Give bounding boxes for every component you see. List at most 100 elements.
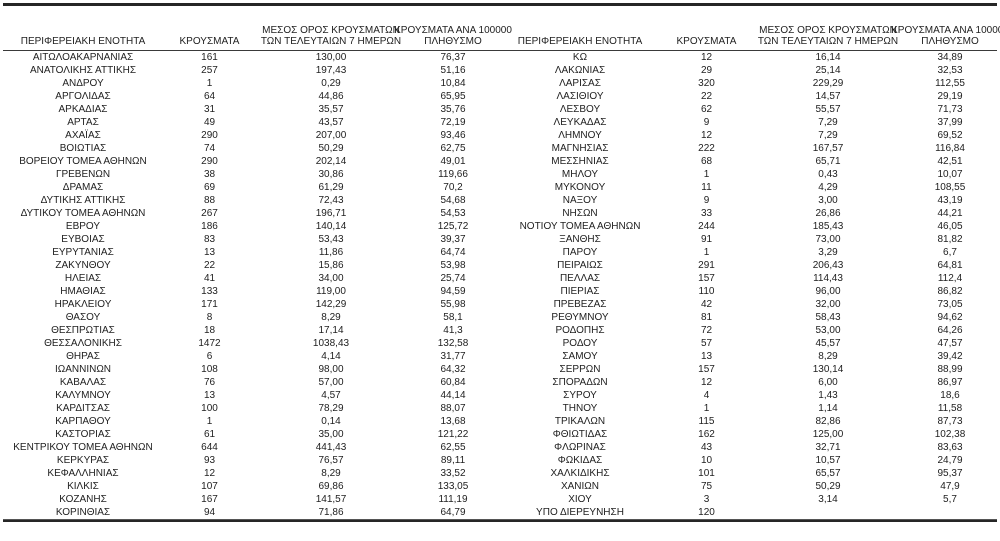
per100k-cell: 76,37: [440, 51, 466, 63]
table-row: ΒΟΡΕΙΟΥ ΤΟΜΕΑ ΑΘΗΝΩΝ 290 202,14 49,01: [3, 155, 500, 168]
avg7-cell: 4,57: [321, 389, 341, 401]
regional-units-covid-table: ΠΕΡΙΦΕΡΕΙΑΚΗ ΕΝΟΤΗΤΑ ΚΡΟΥΣΜΑΤΑ ΜΕΣΟΣ ΟΡΟ…: [3, 3, 1000, 522]
cases-cell: 22: [700, 90, 713, 102]
cases-cell: 33: [700, 207, 713, 219]
avg7-cell: 17,14: [318, 324, 344, 336]
per100k-cell: 112,4: [937, 272, 963, 284]
avg7-cell: 73,00: [815, 233, 841, 245]
per100k-cell: 132,58: [437, 337, 469, 349]
cases-cell: 1: [703, 168, 710, 180]
cases-cell: 157: [698, 272, 715, 284]
table-row: ΑΡΤΑΣ 49 43,57 72,19: [3, 116, 500, 129]
cases-cell: 1: [206, 415, 213, 427]
avg7-cell: 4,14: [321, 350, 341, 362]
region-cell: ΘΑΣΟΥ: [65, 311, 101, 323]
region-cell: ΑΧΑΪΑΣ: [65, 129, 101, 141]
avg7-cell: 6,00: [818, 376, 838, 388]
per100k-cell: [903, 505, 997, 520]
avg7-cell: 114,43: [813, 272, 843, 284]
table-row: ΑΡΓΟΛΙΔΑΣ 64 44,86 65,95: [3, 90, 500, 103]
region-cell: ΛΕΣΒΟΥ: [559, 103, 601, 115]
per100k-cell: 55,98: [440, 298, 466, 310]
avg7-cell: 14,57: [815, 90, 841, 102]
avg7-cell: 65,71: [815, 155, 841, 167]
cases-cell: 12: [203, 467, 216, 479]
per100k-cell: 65,95: [440, 90, 466, 102]
cases-cell: 110: [698, 285, 715, 297]
per100k-cell: 73,05: [937, 298, 963, 310]
per100k-cell: 94,59: [440, 285, 466, 297]
region-cell: ΛΕΥΚΑΔΑΣ: [553, 116, 607, 128]
table-row: ΔΥΤΙΚΟΥ ΤΟΜΕΑ ΑΘΗΝΩΝ 267 196,71 54,53: [3, 207, 500, 220]
region-cell: ΠΑΡΟΥ: [562, 246, 598, 258]
per100k-cell: 69,52: [937, 129, 963, 141]
region-cell: ΛΑΣΙΘΙΟΥ: [556, 90, 604, 102]
table-row: ΚΟΖΑΝΗΣ 167 141,57 111,19: [3, 493, 500, 506]
cases-cell: 61: [203, 428, 216, 440]
region-cell: ΚΕΦΑΛΛΗΝΙΑΣ: [47, 467, 119, 479]
regional-table-left: ΠΕΡΙΦΕΡΕΙΑΚΗ ΕΝΟΤΗΤΑ ΚΡΟΥΣΜΑΤΑ ΜΕΣΟΣ ΟΡΟ…: [3, 6, 512, 520]
avg7-cell: 202,14: [315, 155, 347, 167]
table-row: ΛΑΚΩΝΙΑΣ 29 25,14 32,53: [500, 64, 997, 77]
table-row: ΕΥΡΥΤΑΝΙΑΣ 13 11,86 64,74: [3, 246, 500, 259]
region-cell: ΜΥΚΟΝΟΥ: [554, 181, 606, 193]
avg7-cell: 32,71: [815, 441, 841, 453]
region-cell: ΦΩΚΙΔΑΣ: [557, 454, 603, 466]
table-row: ΛΕΥΚΑΔΑΣ 9 7,29 37,99: [500, 116, 997, 129]
cases-cell: 257: [201, 64, 218, 76]
cases-cell: 81: [700, 311, 713, 323]
header-row: ΠΕΡΙΦΕΡΕΙΑΚΗ ΕΝΟΤΗΤΑ ΚΡΟΥΣΜΑΤΑ ΜΕΣΟΣ ΟΡΟ…: [3, 6, 512, 51]
region-cell: ΧΑΝΙΩΝ: [560, 480, 600, 492]
table-row: ΑΝΑΤΟΛΙΚΗΣ ΑΤΤΙΚΗΣ 257 197,43 51,16: [3, 64, 500, 77]
avg7-cell: 8,29: [818, 350, 838, 362]
cases-cell: 161: [201, 51, 218, 63]
region-cell: ΤΡΙΚΑΛΩΝ: [554, 415, 606, 427]
header-avg7: ΜΕΣΟΣ ΟΡΟΣ ΚΡΟΥΣΜΑΤΩΝ ΤΩΝ ΤΕΛΕΥΤΑΙΩΝ 7 Η…: [256, 6, 406, 51]
per100k-cell: 62,55: [440, 441, 466, 453]
per100k-cell: 94,62: [937, 311, 963, 323]
per100k-cell: 34,89: [937, 51, 963, 63]
per100k-cell: 89,11: [440, 454, 466, 466]
cases-cell: 186: [201, 220, 218, 232]
per100k-cell: 46,05: [937, 220, 963, 232]
avg7-cell: 185,43: [812, 220, 844, 232]
avg7-cell: 3,29: [818, 246, 838, 258]
table-row: ΞΑΝΘΗΣ 91 73,00 81,82: [500, 233, 997, 246]
region-cell: ΚΑΡΠΑΘΟΥ: [55, 415, 111, 427]
avg7-cell: 119,00: [316, 285, 346, 297]
table-row: ΚΑΣΤΟΡΙΑΣ 61 35,00 121,22: [3, 428, 500, 441]
avg7-cell: 8,29: [321, 467, 341, 479]
table-row: ΑΧΑΪΑΣ 290 207,00 93,46: [3, 129, 500, 142]
region-cell: ΕΥΡΥΤΑΝΙΑΣ: [52, 246, 114, 258]
region-cell: ΘΗΡΑΣ: [66, 350, 100, 362]
cases-cell: 101: [698, 467, 715, 479]
per100k-cell: 133,05: [437, 480, 469, 492]
per100k-cell: 60,84: [440, 376, 466, 388]
avg7-cell: 98,00: [318, 363, 344, 375]
region-cell: ΦΘΙΩΤΙΔΑΣ: [552, 428, 608, 440]
avg7-cell: 0,14: [321, 415, 341, 427]
avg7-cell: 125,00: [812, 428, 844, 440]
per100k-cell: 24,79: [937, 454, 963, 466]
table-row: ΦΛΩΡΙΝΑΣ 43 32,71 83,63: [500, 441, 997, 454]
avg7-cell: 45,57: [815, 337, 841, 349]
cases-cell: 100: [201, 402, 218, 414]
cases-cell: 69: [203, 181, 216, 193]
table-row: ΠΕΙΡΑΙΩΣ 291 206,43 64,81: [500, 259, 997, 272]
avg7-cell: 196,71: [315, 207, 347, 219]
region-cell: ΚΕΝΤΡΙΚΟΥ ΤΟΜΕΑ ΑΘΗΝΩΝ: [13, 441, 153, 453]
table-row: ΜΕΣΣΗΝΙΑΣ 68 65,71 42,51: [500, 155, 997, 168]
cases-cell: 91: [700, 233, 713, 245]
cases-cell: 108: [201, 363, 218, 375]
per100k-cell: 31,77: [440, 350, 466, 362]
avg7-cell: 44,86: [318, 90, 344, 102]
per100k-cell: 44,21: [937, 207, 963, 219]
avg7-cell: 3,14: [818, 493, 838, 505]
table-row: ΠΕΛΛΑΣ 157 114,43 112,4: [500, 272, 997, 285]
avg7-cell: 441,43: [315, 441, 347, 453]
header-per100k-label: ΚΡΟΥΣΜΑΤΑ ΑΝΑ 100000 ΠΛΗΘΥΣΜΟ: [891, 24, 1000, 48]
per100k-cell: 64,74: [440, 246, 466, 258]
per100k-cell: 102,38: [934, 428, 966, 440]
region-cell: ΑΝΔΡΟΥ: [62, 77, 104, 89]
table-row: ΝΟΤΙΟΥ ΤΟΜΕΑ ΑΘΗΝΩΝ 244 185,43 46,05: [500, 220, 997, 233]
